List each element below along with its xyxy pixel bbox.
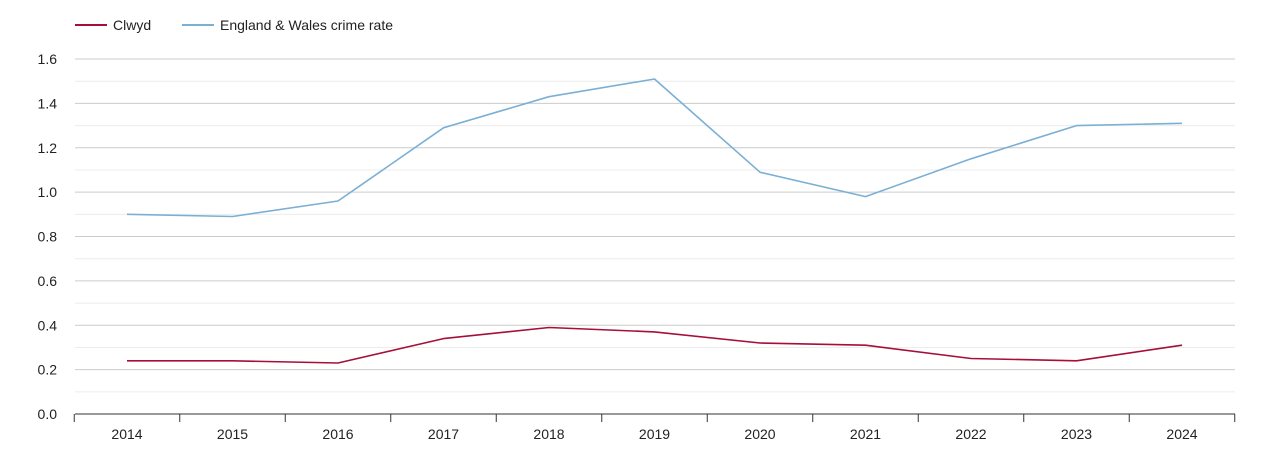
series-line-clwyd — [127, 326, 1183, 364]
legend-label: England & Wales crime rate — [220, 17, 393, 33]
x-tick-label: 2016 — [322, 426, 353, 442]
series-line-england-wales — [126, 78, 1183, 218]
y-axis: 0.0 0.2 0.4 0.6 0.8 1.0 1.2 1.4 1.6 — [38, 51, 58, 422]
x-tick-label: 2023 — [1061, 426, 1092, 442]
x-tick-label: 2019 — [639, 426, 670, 442]
x-tick-label: 2024 — [1166, 426, 1197, 442]
x-axis: 2014 2015 2016 2017 2018 2019 2020 2021 2022 2023… — [73, 413, 1236, 442]
y-tick-label: 0.4 — [38, 317, 58, 333]
series-lines — [126, 78, 1183, 364]
y-tick-label: 0.2 — [38, 362, 58, 378]
x-tick-label: 2015 — [217, 426, 248, 442]
x-tick-label: 2020 — [744, 426, 775, 442]
y-tick-label: 1.0 — [38, 184, 58, 200]
x-tick-label: 2017 — [428, 426, 459, 442]
x-tick-label: 2022 — [955, 426, 986, 442]
gridlines — [75, 58, 1235, 393]
x-tick-label: 2021 — [850, 426, 881, 442]
y-tick-label: 0.8 — [38, 229, 58, 245]
legend-item[interactable]: England & Wales crime rate — [182, 17, 393, 33]
y-tick-label: 1.2 — [38, 140, 58, 156]
legend-label: Clwyd — [113, 17, 151, 33]
legend-item[interactable]: Clwyd — [75, 17, 151, 33]
y-tick-label: 1.4 — [38, 95, 58, 111]
legend: Clwyd England & Wales crime rate — [75, 17, 393, 33]
x-tick-label: 2018 — [533, 426, 564, 442]
y-tick-label: 0.6 — [38, 273, 58, 289]
x-tick-label: 2014 — [111, 426, 142, 442]
y-tick-label: 0.0 — [38, 406, 58, 422]
y-tick-label: 1.6 — [38, 51, 58, 67]
